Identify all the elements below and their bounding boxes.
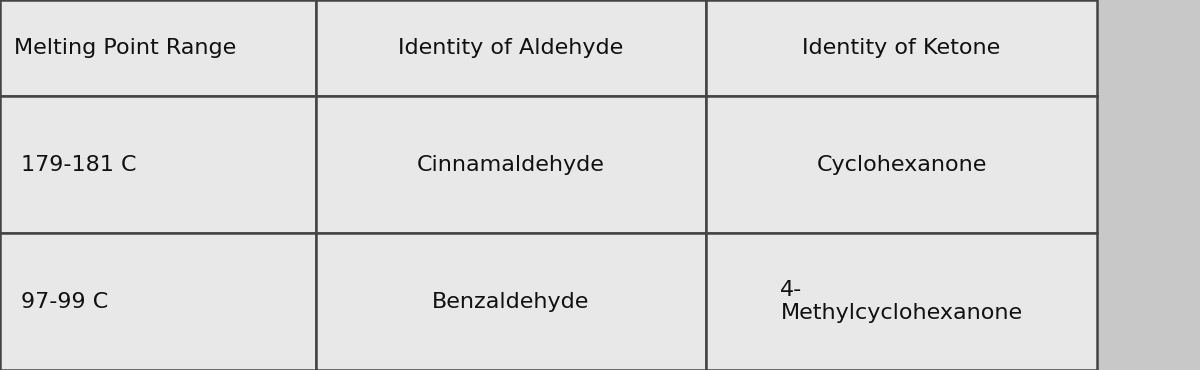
Bar	[707, 0, 1097, 96]
Bar	[707, 233, 1097, 370]
Bar	[316, 233, 707, 370]
Bar	[0, 0, 316, 96]
Text: 179-181 C: 179-181 C	[20, 155, 136, 175]
Bar	[316, 96, 707, 233]
Bar	[0, 233, 316, 370]
Bar	[316, 0, 707, 96]
Text: 97-99 C: 97-99 C	[20, 292, 108, 312]
Text: Cinnamaldehyde: Cinnamaldehyde	[418, 155, 605, 175]
Text: Cyclohexanone: Cyclohexanone	[816, 155, 986, 175]
Text: Identity of Ketone: Identity of Ketone	[803, 38, 1001, 58]
Bar	[0, 96, 316, 233]
Text: Identity of Aldehyde: Identity of Aldehyde	[398, 38, 624, 58]
Text: 4-
Methylcyclohexanone: 4- Methylcyclohexanone	[780, 280, 1022, 323]
Bar	[707, 96, 1097, 233]
Text: Melting Point Range: Melting Point Range	[13, 38, 236, 58]
Text: Benzaldehyde: Benzaldehyde	[432, 292, 589, 312]
